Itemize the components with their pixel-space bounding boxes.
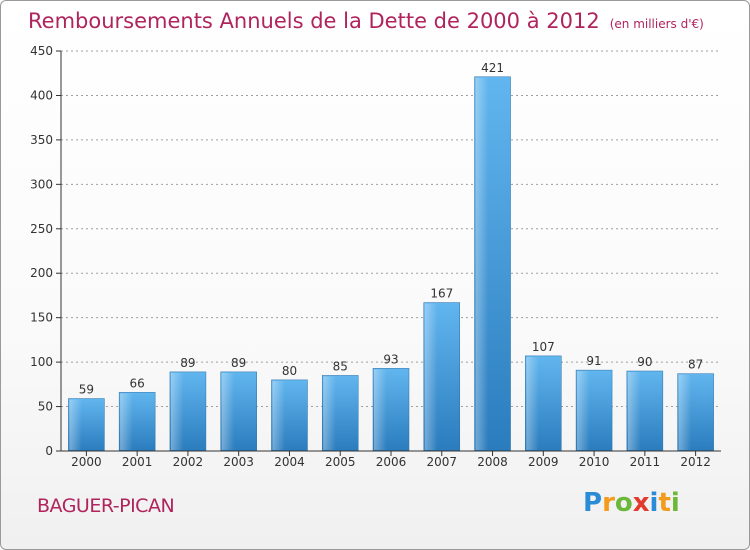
bar-highlight [272, 380, 286, 450]
bar-highlight [69, 399, 82, 450]
bar-highlight [323, 376, 336, 450]
bar-value-label: 89 [180, 356, 195, 370]
x-tick-label: 2000 [71, 455, 102, 469]
x-tick-label: 2009 [528, 455, 559, 469]
bar-value-label: 421 [481, 61, 504, 75]
x-tick-label: 2012 [680, 455, 711, 469]
x-tick-label: 2002 [173, 455, 204, 469]
x-tick-label: 2004 [274, 455, 305, 469]
x-tick-label: 2008 [477, 455, 508, 469]
chart-title-main: Remboursements Annuels de la Dette de 20… [28, 9, 600, 33]
y-tick-label: 300 [30, 177, 53, 191]
x-tick-label: 2001 [122, 455, 153, 469]
y-tick-label: 150 [30, 311, 53, 325]
bar-value-label: 90 [637, 355, 652, 369]
chart-title: Remboursements Annuels de la Dette de 20… [28, 9, 704, 33]
proxiti-logo: Proxiti [583, 488, 680, 518]
bar-value-label: 87 [688, 358, 703, 372]
y-tick-label: 200 [30, 266, 53, 280]
bar-highlight [526, 356, 539, 450]
y-tick-label: 250 [30, 222, 53, 236]
bar-value-label: 66 [130, 376, 145, 390]
bar-value-label: 91 [586, 354, 601, 368]
x-tick-label: 2005 [325, 455, 356, 469]
y-tick-label: 450 [30, 44, 53, 58]
bar-value-label: 107 [532, 340, 555, 354]
y-tick-label: 100 [30, 355, 53, 369]
commune-name: BAGUER-PICAN [37, 495, 175, 517]
y-tick-label: 400 [30, 88, 53, 102]
bar-value-label: 80 [282, 364, 297, 378]
bar-highlight [120, 393, 133, 450]
bar-value-label: 59 [79, 383, 94, 397]
bar-value-label: 89 [231, 356, 246, 370]
bar-highlight [374, 369, 387, 450]
x-tick-label: 2007 [426, 455, 457, 469]
y-tick-label: 350 [30, 133, 53, 147]
bar-highlight [424, 303, 438, 450]
bar-highlight [678, 374, 692, 450]
y-tick-label: 50 [38, 400, 53, 414]
bar-highlight [170, 372, 184, 450]
bar-value-label: 167 [430, 287, 453, 301]
x-tick-label: 2011 [630, 455, 661, 469]
chart-title-unit: (en milliers d'€) [609, 17, 704, 31]
bar-value-label: 93 [383, 352, 398, 366]
bar-highlight [577, 371, 590, 450]
x-tick-label: 2010 [579, 455, 610, 469]
bar-highlight [627, 372, 641, 450]
y-tick-label: 0 [45, 444, 53, 458]
bar-highlight [475, 77, 489, 451]
bar-value-label: 85 [333, 359, 348, 373]
x-tick-label: 2003 [223, 455, 254, 469]
x-tick-label: 2006 [376, 455, 407, 469]
bar-highlight [221, 372, 235, 450]
